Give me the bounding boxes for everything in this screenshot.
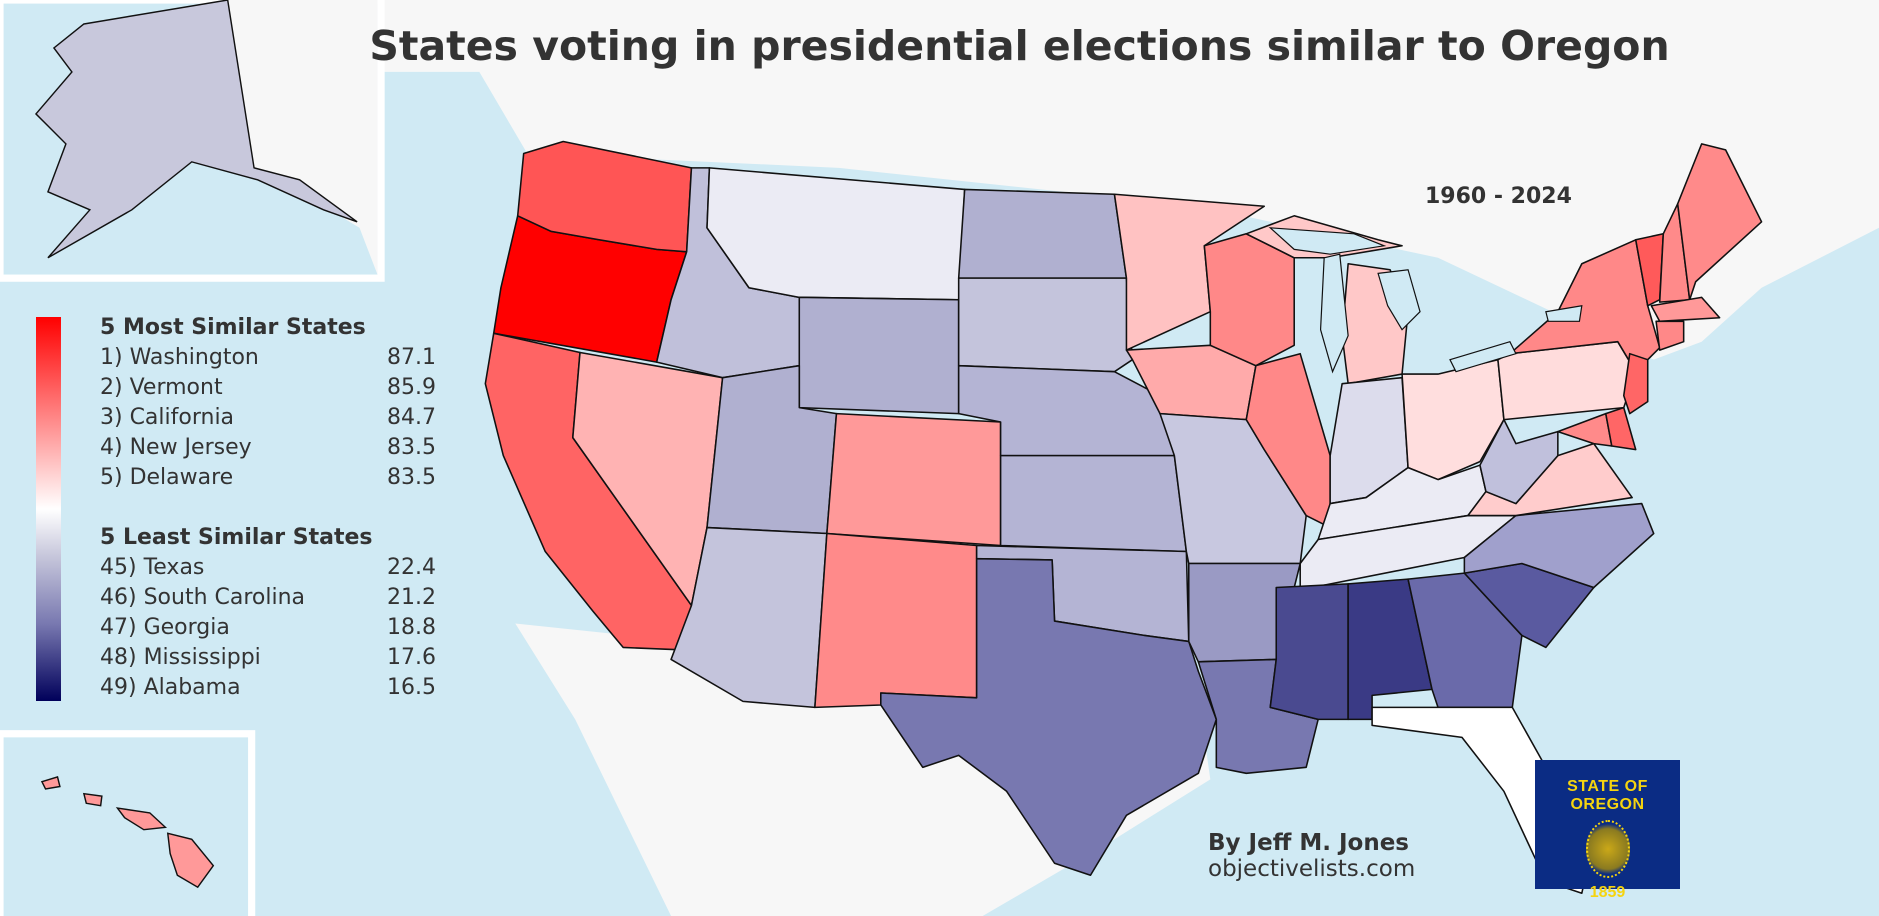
color-scale-bar (36, 317, 61, 701)
state-rank-label: 5) Delaware (100, 465, 234, 490)
island-oahu (82, 792, 103, 807)
state-rank-label: 45) Texas (100, 555, 205, 580)
state-alaska (34, 0, 358, 259)
year-range: 1960 - 2024 (1425, 184, 1572, 209)
state-rank-label: 2) Vermont (100, 375, 223, 400)
island-maui-molokai (115, 807, 168, 831)
oregon-flag: STATE OF OREGON 1859 (1535, 760, 1680, 901)
legend-row: 5) Delaware 83.5 (100, 463, 436, 493)
state-nd (957, 188, 1128, 279)
flag-year: 1859 (1589, 884, 1626, 901)
similarity-value: 84.7 (387, 405, 436, 430)
state-il (1245, 352, 1331, 529)
state-wy (798, 296, 960, 415)
island-kauai (40, 776, 61, 790)
legend-row: 47) Georgia 18.8 (100, 613, 436, 643)
legend-row: 45) Texas 22.4 (100, 553, 436, 583)
map-title: States voting in presidential elections … (369, 22, 1670, 70)
state-rank-label: 1) Washington (100, 345, 259, 370)
state-nj (1622, 352, 1649, 415)
state-mt (706, 167, 966, 301)
state-rank-label: 3) California (100, 405, 235, 430)
state-nc (1463, 502, 1655, 589)
legend-row: 4) New Jersey 83.5 (100, 433, 436, 463)
legend-row: 49) Alabama 16.5 (100, 673, 436, 703)
alaska-inset (0, 0, 385, 282)
author: By Jeff M. Jones (1208, 830, 1409, 856)
similarity-value: 17.6 (387, 645, 436, 670)
similarity-value: 22.4 (387, 555, 436, 580)
credit: By Jeff M. Jones objectivelists.com (1208, 830, 1415, 882)
state-rank-label: 49) Alabama (100, 675, 241, 700)
state-rank-label: 47) Georgia (100, 615, 230, 640)
state-rank-label: 46) South Carolina (100, 585, 306, 610)
website: objectivelists.com (1208, 856, 1416, 882)
legend-row: 2) Vermont 85.9 (100, 373, 436, 403)
state-nm (814, 532, 978, 709)
state-wv (1479, 418, 1559, 505)
legend-row: 1) Washington 87.1 (100, 343, 436, 373)
state-ct (1655, 320, 1685, 351)
state-ms (1269, 583, 1349, 721)
legend-row: 46) South Carolina 21.2 (100, 583, 436, 613)
state-co (826, 412, 1002, 547)
similarity-value: 85.9 (387, 375, 436, 400)
state-md (1557, 412, 1613, 447)
most-similar-heading: 5 Most Similar States (100, 315, 366, 340)
similarity-value: 83.5 (387, 465, 436, 490)
similarity-value: 16.5 (387, 675, 436, 700)
states-layer (484, 140, 1763, 894)
state-seal-icon (1585, 820, 1630, 878)
legend: 5 Most Similar States 1) Washington 87.1 2… (100, 313, 436, 703)
state-rank-label: 4) New Jersey (100, 435, 252, 460)
state-tx (880, 557, 1218, 877)
least-similar-heading: 5 Least Similar States (100, 525, 373, 550)
similarity-value: 83.5 (387, 435, 436, 460)
state-sd (957, 277, 1134, 373)
state-wi (1203, 233, 1295, 367)
similarity-value: 18.8 (387, 615, 436, 640)
similarity-value: 21.2 (387, 585, 436, 610)
state-ks (999, 454, 1188, 553)
hawaii-inset (0, 730, 256, 916)
island-hawaii (166, 832, 215, 889)
state-rank-label: 48) Mississippi (100, 645, 261, 670)
legend-row: 48) Mississippi 17.6 (100, 643, 436, 673)
flag-text: STATE OF OREGON (1567, 778, 1648, 813)
legend-row: 3) California 84.7 (100, 403, 436, 433)
state-de (1604, 406, 1637, 451)
great-lakes (1268, 227, 1583, 374)
canada-land (381, 0, 1879, 360)
similarity-value: 87.1 (387, 345, 436, 370)
state-ma (1650, 296, 1721, 323)
